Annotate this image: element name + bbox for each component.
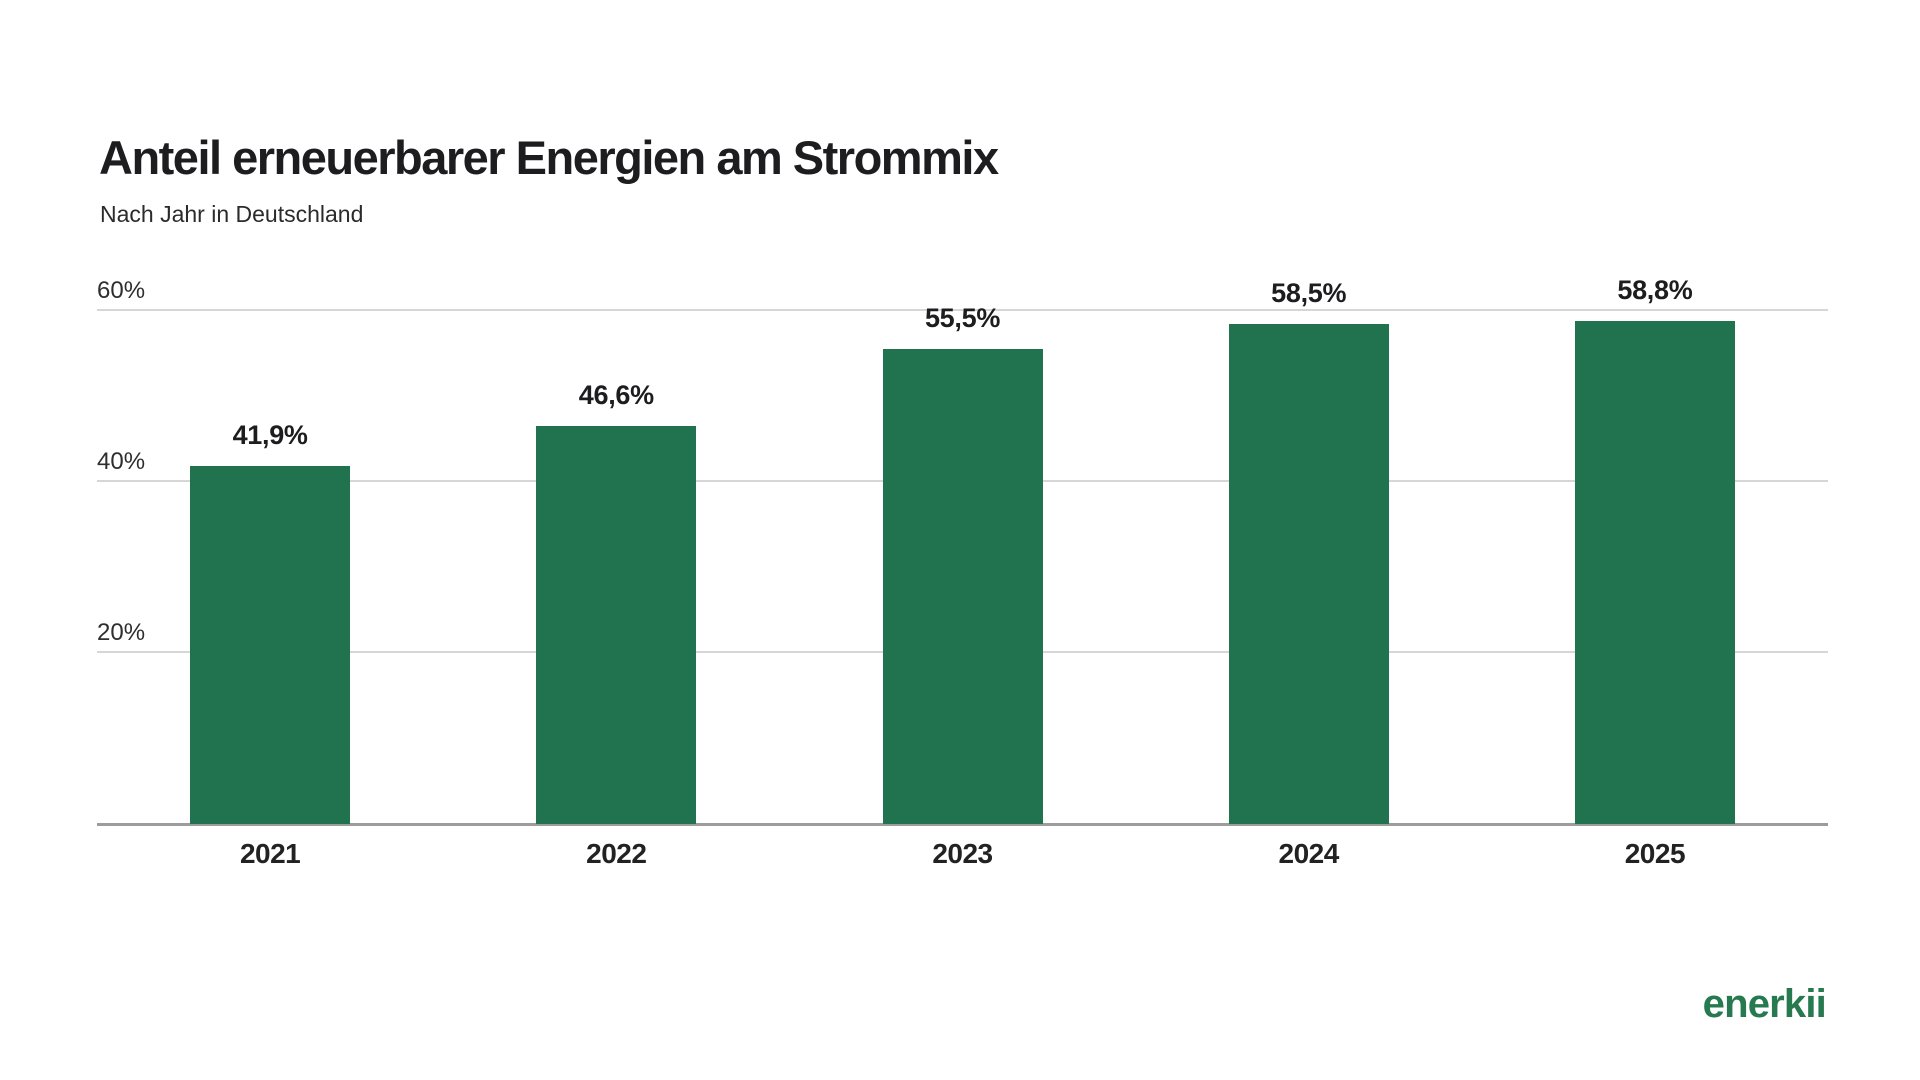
enerkii-logo: enerkii xyxy=(1702,982,1827,1026)
value-label-2025: 58,8% xyxy=(1617,275,1693,306)
bar-2025 xyxy=(1574,321,1735,824)
value-label-2023: 55,5% xyxy=(924,303,1001,334)
bar-chart-plot-area: 20% 40% 60% 41,9% 2021 46,6% 2022 55,5% 2023 58,5… xyxy=(97,0,1828,900)
y-tick-label-40: 40% xyxy=(97,448,146,475)
chart-title: Anteil erneuerbarer Energien am Strommix xyxy=(99,131,999,184)
bar-2021 xyxy=(190,465,351,824)
bar-2022 xyxy=(536,425,697,824)
x-tick-2023: 2023 xyxy=(932,838,993,869)
y-tick-label-60: 60% xyxy=(97,277,146,304)
x-tick-2022: 2022 xyxy=(586,838,647,869)
y-tick-label-20: 20% xyxy=(97,619,146,646)
chart-subtitle: Nach Jahr in Deutschland xyxy=(100,201,364,227)
x-tick-2024: 2024 xyxy=(1278,838,1340,869)
value-label-2021: 41,9% xyxy=(232,419,308,450)
value-label-2024: 58,5% xyxy=(1271,277,1347,308)
x-tick-2021: 2021 xyxy=(239,838,301,869)
value-label-2022: 46,6% xyxy=(578,379,654,410)
gridline-60 xyxy=(97,309,1828,311)
x-axis-line xyxy=(97,823,1828,826)
bar-2023 xyxy=(882,349,1043,824)
bar-2024 xyxy=(1228,323,1389,824)
x-tick-2025: 2025 xyxy=(1624,838,1686,869)
